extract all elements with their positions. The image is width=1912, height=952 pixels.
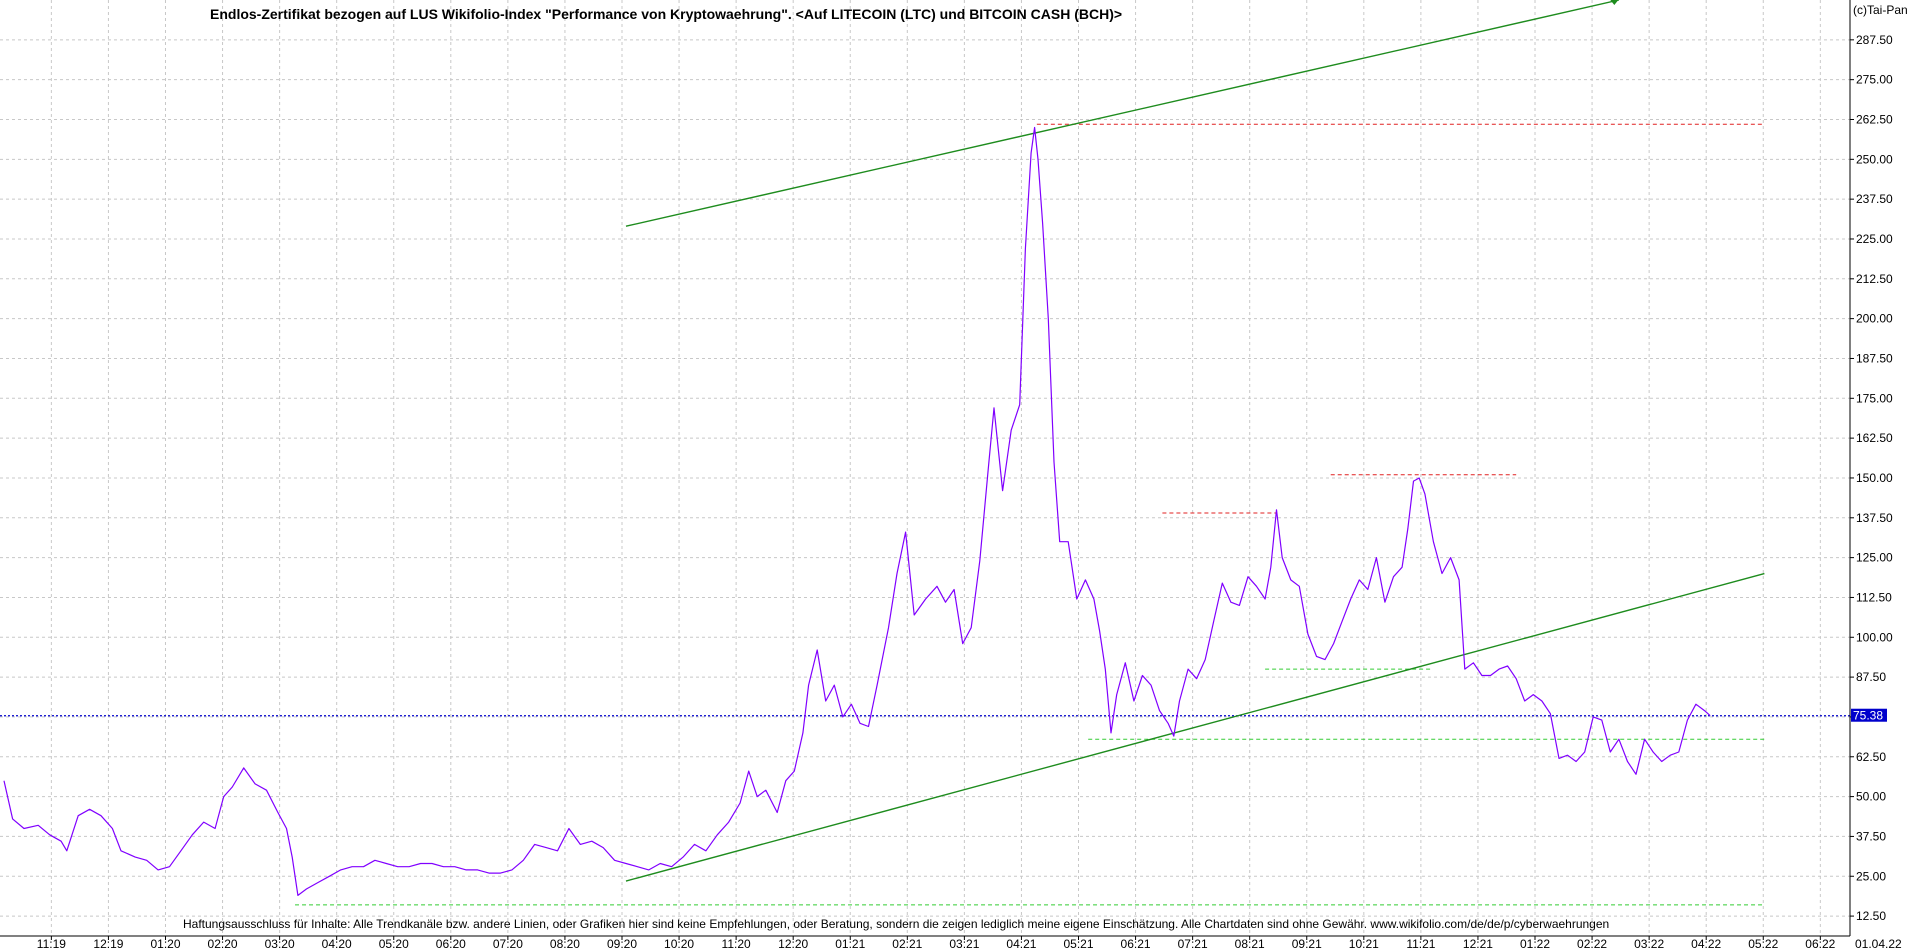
y-tick-label: 225.00 [1856,232,1893,246]
y-tick-label: 250.00 [1856,152,1893,166]
x-tick-label: 01:21 [835,937,865,951]
y-tick-label: 175.00 [1856,391,1893,405]
y-tick-label: 112.50 [1856,590,1892,604]
x-axis: 11:19 12:19 01:20 02:20 03:20 04:20 05:20 06:20… [37,936,1836,951]
x-tick-label: 03:21 [949,937,979,951]
x-tick-label: 12:20 [778,937,808,951]
last-value-badge: 75.38 [1851,708,1887,723]
x-tick-label: 04:22 [1691,937,1721,951]
x-tick-label: 03:20 [265,937,295,951]
y-tick-label: 12.50 [1856,909,1886,923]
x-tick-label: 03:22 [1634,937,1664,951]
y-tick-label: 62.50 [1856,750,1886,764]
last-value-label: 75.38 [1853,709,1883,723]
x-tick-label: 04:21 [1006,937,1036,951]
x-tick-label: 02:20 [208,937,238,951]
x-tick-label: 06:22 [1805,937,1835,951]
y-tick-label: 137.50 [1856,511,1893,525]
x-tick-label: 05:21 [1063,937,1093,951]
grid-layer [0,0,1850,936]
x-tick-label: 01:22 [1520,937,1550,951]
y-tick-label: 275.00 [1856,73,1893,87]
y-tick-label: 87.50 [1856,670,1886,684]
y-tick-label: 237.50 [1856,192,1893,206]
x-axis-end-label: 01.04.22 [1855,937,1902,951]
y-tick-label: 200.00 [1856,312,1893,326]
x-tick-label: 07:20 [493,937,523,951]
x-tick-label: 06:20 [436,937,466,951]
x-tick-label: 05:22 [1748,937,1778,951]
x-tick-label: 11:21 [1406,937,1435,951]
x-tick-label: 09:21 [1292,937,1322,951]
copyright-label: (c)Tai-Pan [1853,3,1908,17]
y-tick-label: 100.00 [1856,630,1893,644]
y-tick-label: 25.00 [1856,869,1886,883]
trendline [625,0,1620,227]
y-tick-label: 150.00 [1856,471,1893,485]
overlay-layer [0,0,1850,906]
x-tick-label: 12:21 [1463,937,1493,951]
y-axis: 12.5025.0037.5050.0062.5075.0087.50100.0… [1850,33,1893,923]
y-tick-label: 187.50 [1856,351,1893,365]
last-value-background [1851,708,1887,722]
x-tick-label: 01:20 [150,937,180,951]
chart-title: Endlos-Zertifikat bezogen auf LUS Wikifo… [210,6,1122,22]
y-tick-label: 287.50 [1856,33,1893,47]
x-tick-label: 09:20 [607,937,637,951]
y-tick-label: 50.00 [1856,790,1886,804]
x-tick-label: 12:19 [93,937,123,951]
trendline-marker [1610,0,1619,5]
price-series-line [3,126,1711,896]
x-tick-label: 04:20 [322,937,352,951]
x-tick-label: 10:20 [664,937,694,951]
y-tick-label: 37.50 [1856,829,1886,843]
axes-layer [0,0,1851,937]
y-tick-label: 125.00 [1856,551,1893,565]
x-tick-label: 10:21 [1349,937,1379,951]
x-tick-label: 07:21 [1178,937,1208,951]
y-tick-label: 212.50 [1856,272,1893,286]
x-tick-label: 05:20 [379,937,409,951]
series-layer [3,126,1711,896]
x-tick-label: 02:21 [892,937,922,951]
x-tick-label: 11:20 [722,937,751,951]
x-tick-label: 11:19 [37,937,66,951]
x-tick-label: 08:20 [550,937,580,951]
x-tick-label: 08:21 [1235,937,1265,951]
disclaimer-text: Haftungsausschluss für Inhalte: Alle Tre… [183,917,1609,931]
y-tick-label: 262.50 [1856,112,1893,126]
trendline [625,572,1765,882]
x-tick-label: 06:21 [1121,937,1151,951]
x-tick-label: 02:22 [1577,937,1607,951]
y-tick-label: 162.50 [1856,431,1893,445]
